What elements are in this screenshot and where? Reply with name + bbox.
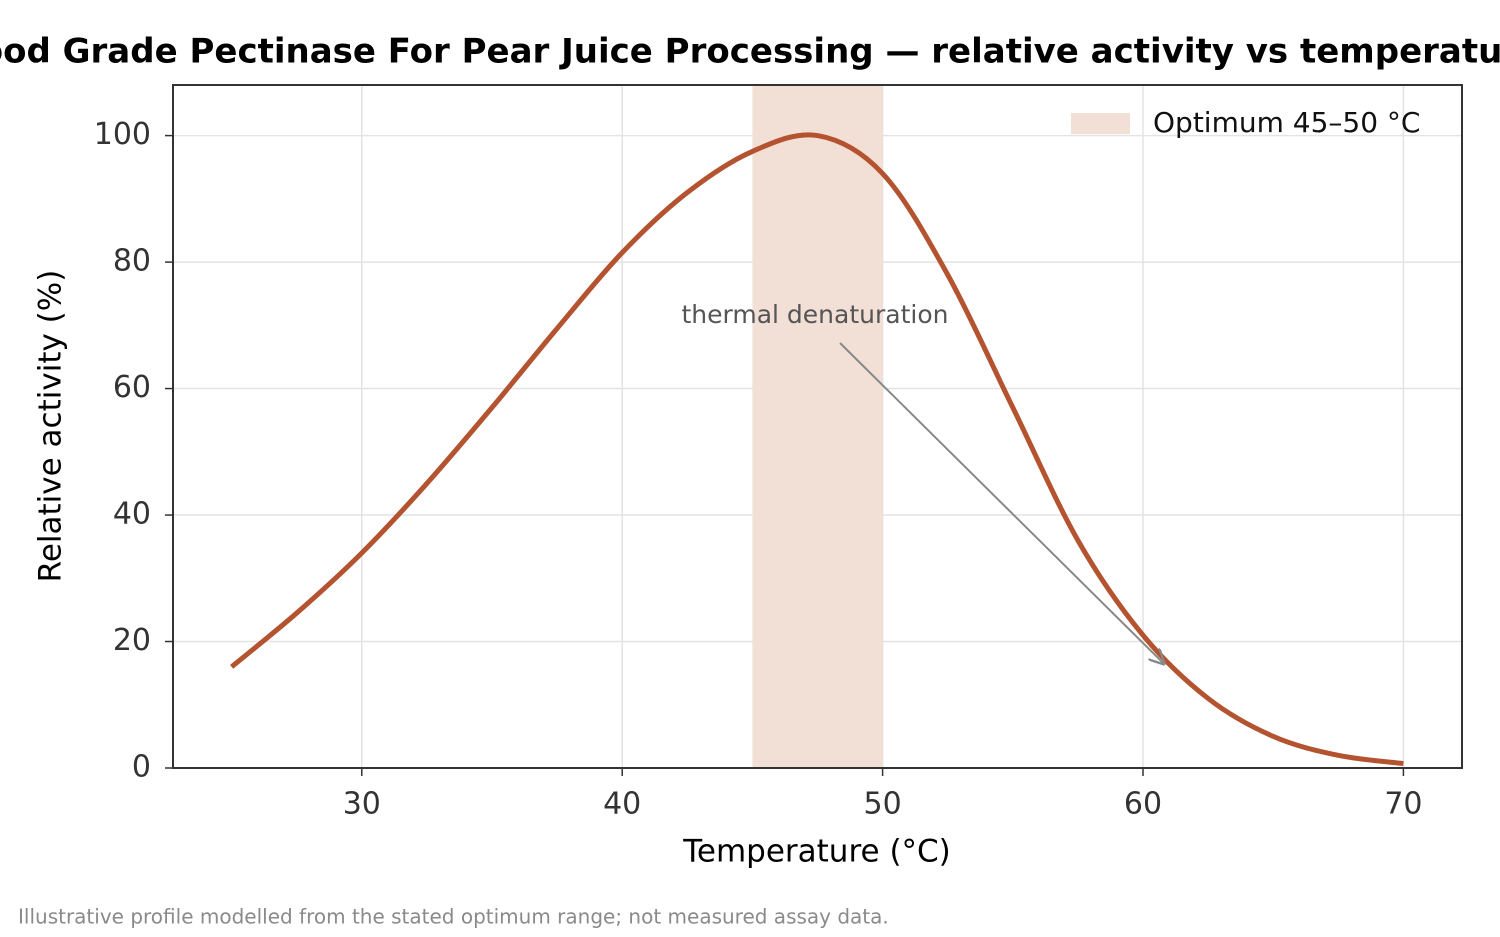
y-tick-label: 40 [113, 497, 151, 532]
x-tick-label: 30 [343, 787, 381, 822]
annotation-arrow [839, 342, 1164, 664]
x-tick-label: 60 [1124, 787, 1162, 822]
x-tick-label: 70 [1384, 787, 1422, 822]
y-tick-label: 0 [132, 750, 151, 785]
y-axis-label: Relative activity (%) [33, 270, 69, 583]
x-tick-label: 50 [864, 787, 902, 822]
x-tick-label: 40 [603, 787, 641, 822]
legend-label: Optimum 45–50 °C [1153, 106, 1420, 139]
marks [229, 85, 1404, 768]
y-tick-label: 20 [113, 623, 151, 658]
y-tick-label: 60 [113, 370, 151, 405]
optimum-band [752, 85, 883, 768]
activity-line [229, 132, 1404, 767]
y-tick-label: 100 [94, 117, 151, 152]
plot-frame [172, 84, 1463, 769]
chart-title: Food Grade Pectinase For Pear Juice Proc… [0, 32, 1500, 72]
legend-swatch [1071, 113, 1130, 134]
annotation-text: thermal denaturation [682, 300, 949, 329]
footnote: Illustrative profile modelled from the s… [18, 905, 889, 929]
x-axis-label: Temperature (°C) [682, 834, 951, 870]
y-tick-label: 80 [113, 244, 151, 279]
